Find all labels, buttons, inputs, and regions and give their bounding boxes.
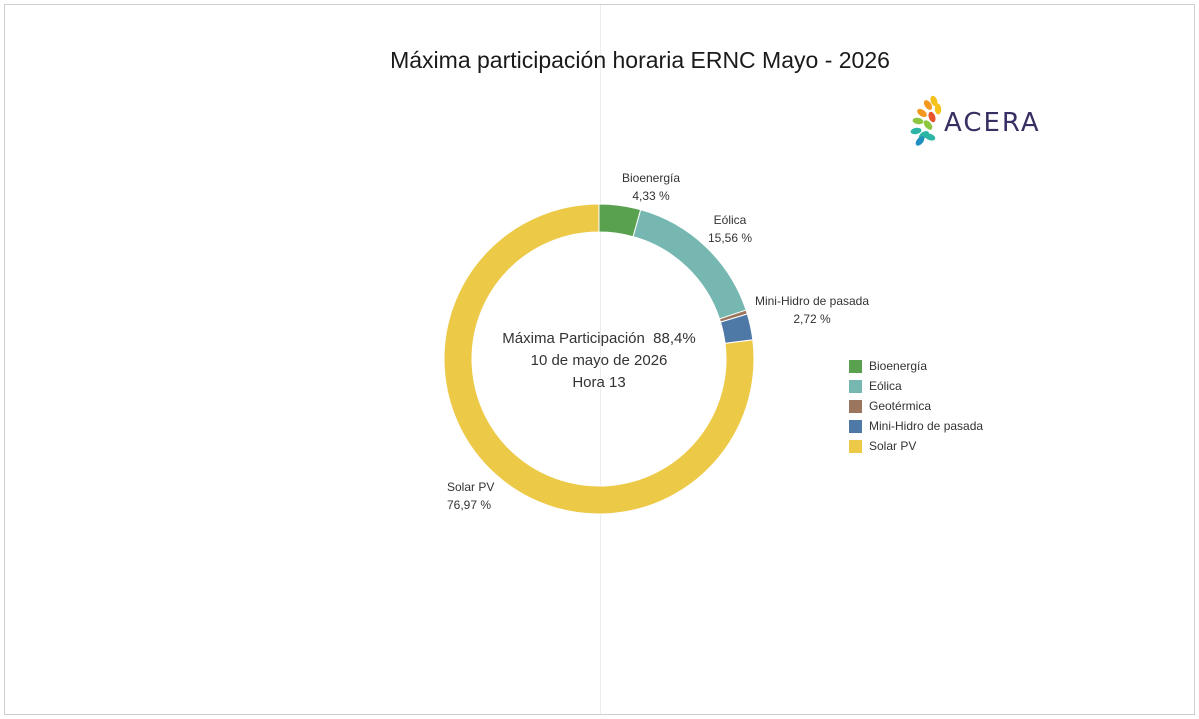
slice-label-mini-hidro-de-pasada: Mini-Hidro de pasada	[755, 294, 869, 308]
chart-legend: Bioenergía Eólica Geotérmica Mini-Hidro de …	[849, 356, 983, 456]
legend-swatch	[849, 419, 862, 433]
legend-item-solar-pv[interactable]: Solar PV	[849, 436, 983, 456]
logo-petal	[917, 108, 927, 118]
legend-label: Bioenergía	[869, 359, 928, 373]
acera-logo-mark	[910, 95, 942, 146]
center-text-line-3: Hora 13	[572, 374, 625, 391]
legend-item-mini-hidro-de-pasada[interactable]: Mini-Hidro de pasada	[849, 416, 983, 436]
logo-petal	[915, 136, 925, 146]
legend-swatch	[849, 379, 862, 393]
chart-frame	[4, 4, 1195, 715]
center-text-line-1: Máxima Participación 88,4%	[502, 330, 695, 347]
legend-swatch	[849, 399, 862, 413]
logo-petal	[930, 95, 938, 107]
center-divider	[600, 5, 601, 714]
slice-label-eolica: Eólica	[714, 213, 747, 227]
logo-petal	[923, 100, 933, 110]
legend-item-eolica[interactable]: Eólica	[849, 376, 983, 396]
logo-petal	[928, 111, 936, 123]
logo-petal	[934, 103, 942, 115]
center-text-line-2: 10 de mayo de 2026	[531, 352, 668, 369]
legend-item-geotermica[interactable]: Geotérmica	[849, 396, 983, 416]
logo-petal	[923, 120, 933, 130]
legend-label: Geotérmica	[869, 399, 932, 413]
legend-item-bioenergia[interactable]: Bioenergía	[849, 356, 983, 376]
slice-label-solar-pv: Solar PV	[447, 480, 494, 494]
slice-value-eolica: 15,56 %	[708, 231, 752, 245]
legend-swatch	[849, 439, 862, 453]
chart-title: Máxima participación horaria ERNC Mayo -…	[390, 47, 890, 73]
legend-label: Eólica	[869, 379, 902, 393]
acera-logo: ACERA	[908, 91, 1048, 151]
slice-label-bioenergia: Bioenergía	[622, 171, 680, 185]
legend-label: Mini-Hidro de pasada	[869, 419, 984, 433]
legend-swatch	[849, 359, 862, 373]
logo-petal	[912, 117, 924, 125]
logo-petal	[924, 133, 936, 141]
logo-petal	[910, 127, 922, 135]
slice-solar-pv[interactable]	[443, 203, 755, 515]
slice-value-bioenergia: 4,33 %	[632, 189, 670, 203]
slice-value-mini-hidro-de-pasada: 2,72 %	[793, 312, 831, 326]
acera-logo-text: ACERA	[944, 108, 1041, 138]
legend-label: Solar PV	[869, 439, 917, 453]
slice-value-solar-pv: 76,97 %	[447, 498, 491, 512]
